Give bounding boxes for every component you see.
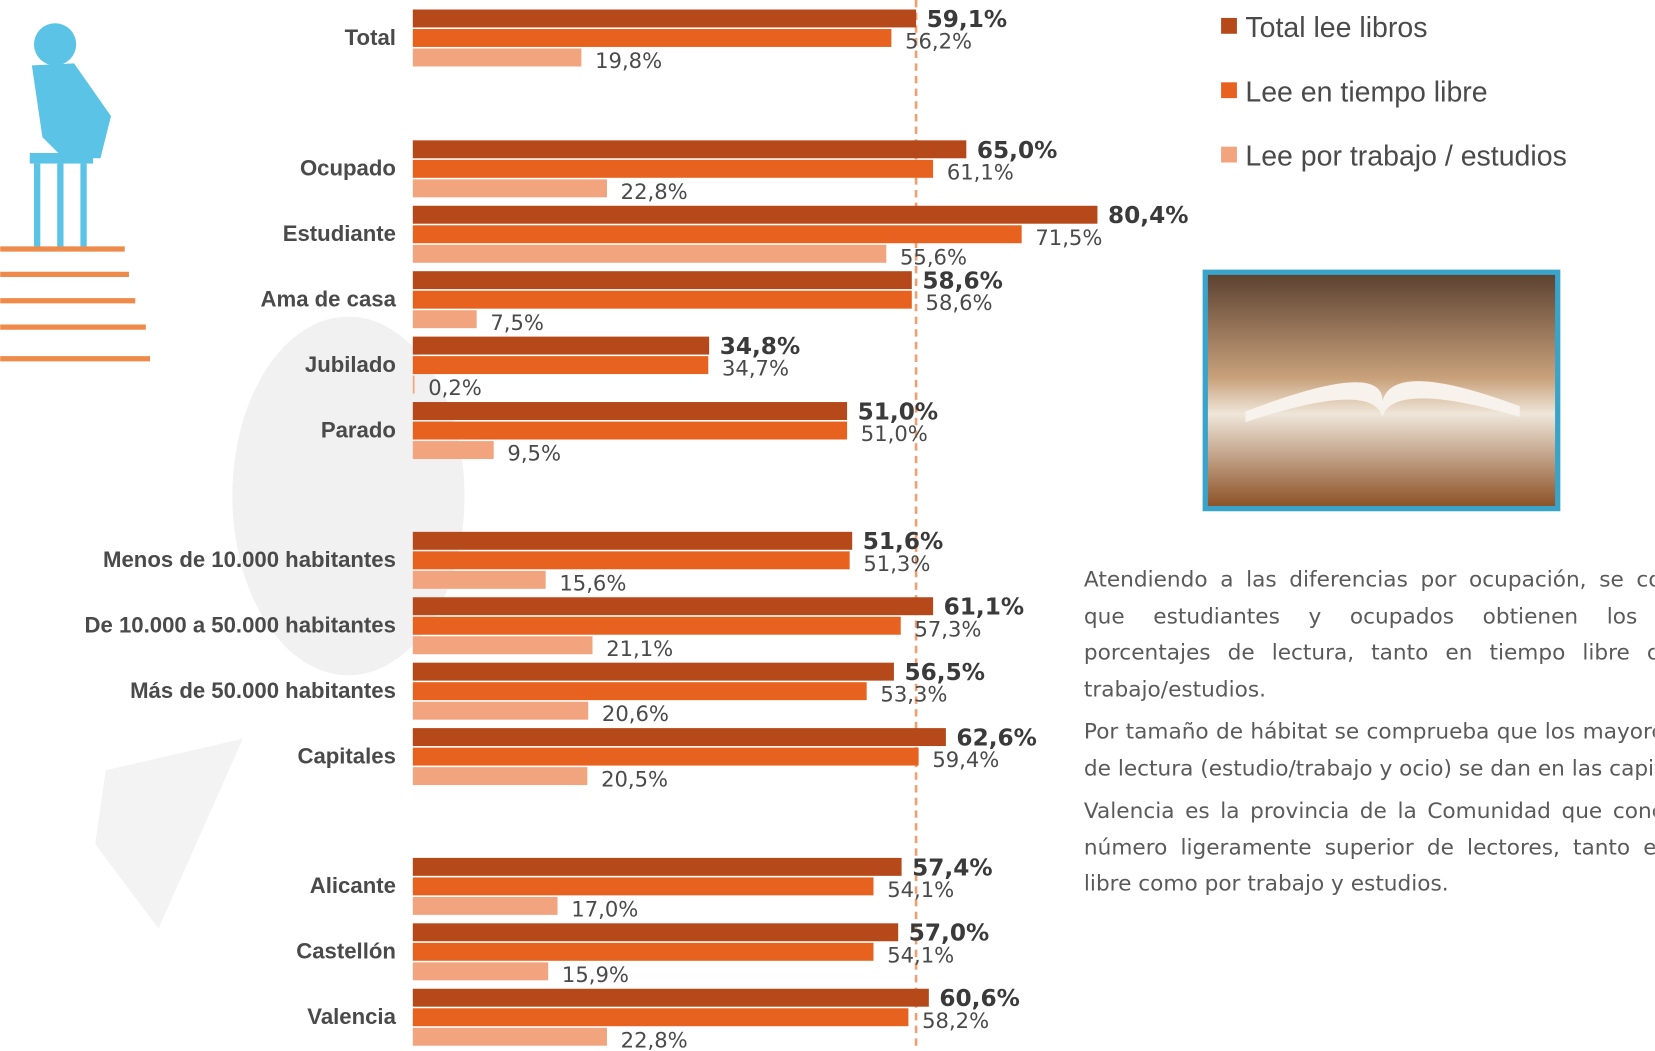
value-label: 59,4% [932, 747, 999, 772]
category-label: De 10.000 a 50.000 habitantes [85, 613, 396, 638]
bar [413, 1008, 909, 1026]
value-label: 15,9% [562, 962, 629, 987]
legend-label: Lee en tiempo libre [1245, 76, 1487, 108]
bar [413, 858, 902, 876]
value-label: 55,6% [900, 244, 967, 269]
bar [413, 49, 582, 67]
value-label: 80,4% [1108, 202, 1189, 229]
bar [413, 310, 477, 328]
bar [413, 897, 558, 915]
value-label: 58,2% [922, 1008, 989, 1033]
bar [413, 29, 892, 47]
bar [413, 271, 912, 289]
category-label: Castellón [296, 939, 396, 964]
bar [413, 245, 886, 263]
value-label: 21,1% [606, 636, 673, 661]
value-label: 17,0% [571, 896, 638, 921]
bar [413, 1028, 607, 1046]
bar [413, 179, 607, 197]
value-label: 61,1% [947, 159, 1014, 184]
chart: Atendiendo a las diferencias por ocupaci… [0, 0, 1655, 1051]
value-label: 57,3% [914, 616, 981, 641]
value-label: 54,1% [887, 942, 954, 967]
bar [413, 923, 898, 941]
bar [413, 682, 867, 700]
category-label: Ama de casa [261, 287, 397, 312]
value-label: 19,8% [595, 48, 662, 73]
category-label: Valencia [307, 1004, 396, 1029]
category-label: Más de 50.000 habitantes [130, 678, 396, 703]
paragraph: Atendiendo a las diferencias por ocupaci… [1084, 561, 1655, 707]
bar [413, 160, 933, 178]
category-label: Parado [321, 417, 396, 442]
value-label: 51,3% [863, 551, 930, 576]
value-label: 0,2% [428, 375, 482, 400]
bar [413, 728, 946, 746]
bar [413, 663, 894, 681]
bar [413, 767, 588, 785]
value-label: 53,3% [880, 682, 947, 707]
value-label: 54,1% [887, 877, 954, 902]
bar [413, 140, 967, 158]
value-label: 9,5% [507, 441, 561, 466]
category-label: Estudiante [283, 221, 396, 246]
bar [413, 291, 912, 309]
text-block: Atendiendo a las diferencias por ocupaci… [1084, 561, 1655, 1051]
bar [413, 206, 1098, 224]
bar [413, 337, 709, 355]
category-label: Alicante [310, 873, 396, 898]
value-label: 20,5% [601, 767, 668, 792]
value-label: 20,6% [602, 701, 669, 726]
category-label: Ocupado [300, 156, 396, 181]
value-label: 7,5% [490, 310, 544, 335]
value-label: 51,0% [861, 421, 928, 446]
value-label: 34,7% [722, 356, 789, 381]
photo [1205, 272, 1557, 508]
bar [413, 441, 494, 459]
legend-swatch [1221, 147, 1237, 163]
value-label: 56,2% [905, 29, 972, 54]
category-label: Jubilado [305, 352, 396, 377]
bar [413, 597, 933, 615]
bar [413, 225, 1022, 243]
legend-label: Lee por trabajo / estudios [1245, 141, 1566, 173]
value-label: 22,8% [621, 1027, 688, 1051]
value-label: 15,6% [559, 570, 626, 595]
bar [413, 636, 593, 654]
value-label: 58,6% [926, 290, 993, 315]
bar [413, 617, 901, 635]
bar [413, 702, 588, 720]
bar [413, 551, 850, 569]
category-label: Total [345, 25, 396, 50]
bar [413, 9, 916, 27]
page: Atendiendo a las diferencias por ocupaci… [0, 0, 1655, 1051]
category-label: Menos de 10.000 habitantes [103, 547, 396, 572]
value-label: 22,8% [621, 179, 688, 204]
legend-swatch [1221, 18, 1237, 34]
bar [413, 356, 708, 374]
legend-swatch [1221, 82, 1237, 98]
category-label: Capitales [297, 743, 395, 768]
bar [413, 989, 929, 1007]
legend-label: Total lee libros [1245, 12, 1427, 44]
bar [413, 571, 546, 589]
bar [413, 943, 874, 961]
bar [413, 532, 852, 550]
bar [413, 962, 548, 980]
bar [413, 748, 919, 766]
bar [413, 422, 847, 440]
paragraph: Por tamaño de hábitat se comprueba que l… [1084, 713, 1655, 786]
bar [413, 877, 874, 895]
bar [413, 402, 847, 420]
value-label: 71,5% [1035, 225, 1102, 250]
paragraph: Valencia es la provincia de la Comunidad… [1084, 792, 1655, 901]
bar [413, 376, 415, 394]
